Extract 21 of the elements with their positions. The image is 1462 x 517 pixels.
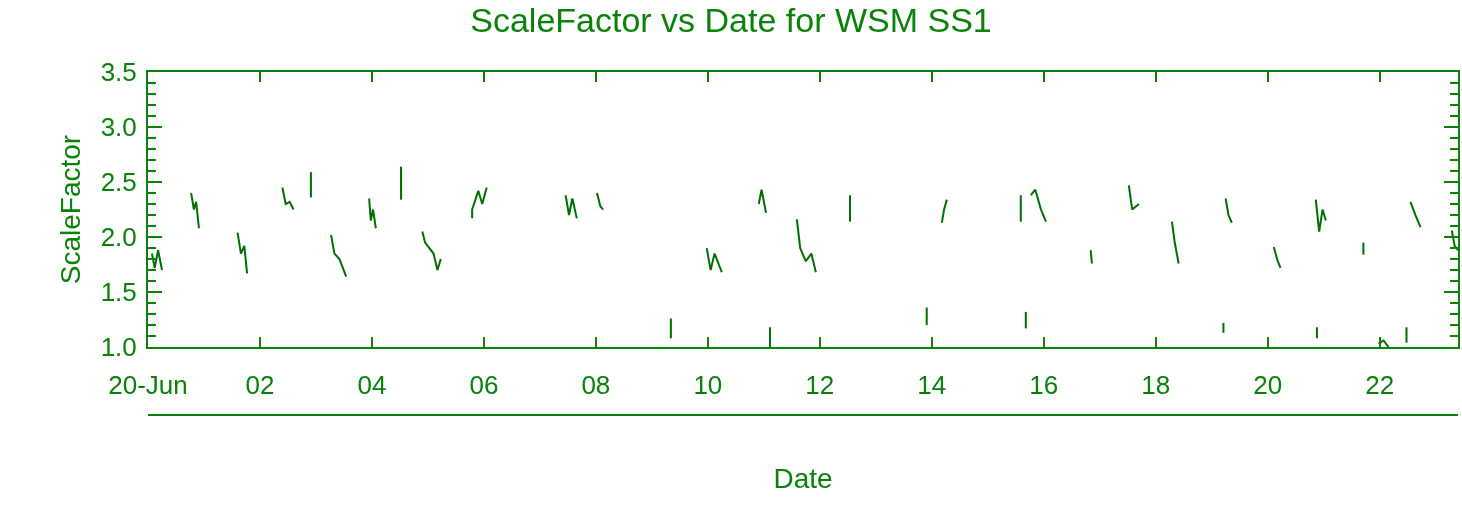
y-axis-title: ScaleFactor (54, 134, 86, 285)
x-tick-label: 02 (245, 370, 275, 401)
y-tick-label: 2.5 (100, 167, 137, 198)
y-tick-label: 1.5 (100, 277, 137, 308)
x-tick-label: 12 (805, 370, 835, 401)
x-tick-label: 20 (1253, 370, 1283, 401)
x-tick-label: 14 (917, 370, 947, 401)
y-tick-label: 3.0 (100, 112, 137, 143)
x-tick-label: 04 (357, 370, 387, 401)
x-tick-label: 06 (469, 370, 499, 401)
y-tick-label: 3.5 (100, 57, 137, 88)
x-tick-label: 22 (1365, 370, 1395, 401)
x-tick-label: 16 (1029, 370, 1059, 401)
x-tick-label: 20-Jun (108, 370, 188, 401)
y-tick-label: 1.0 (100, 332, 137, 363)
chart-title: ScaleFactor vs Date for WSM SS1 (470, 0, 992, 39)
x-tick-label: 08 (581, 370, 611, 401)
x-tick-label: 18 (1141, 370, 1171, 401)
y-tick-label: 2.0 (100, 222, 137, 253)
x-axis-title: Date (773, 462, 833, 494)
x-tick-label: 10 (693, 370, 723, 401)
